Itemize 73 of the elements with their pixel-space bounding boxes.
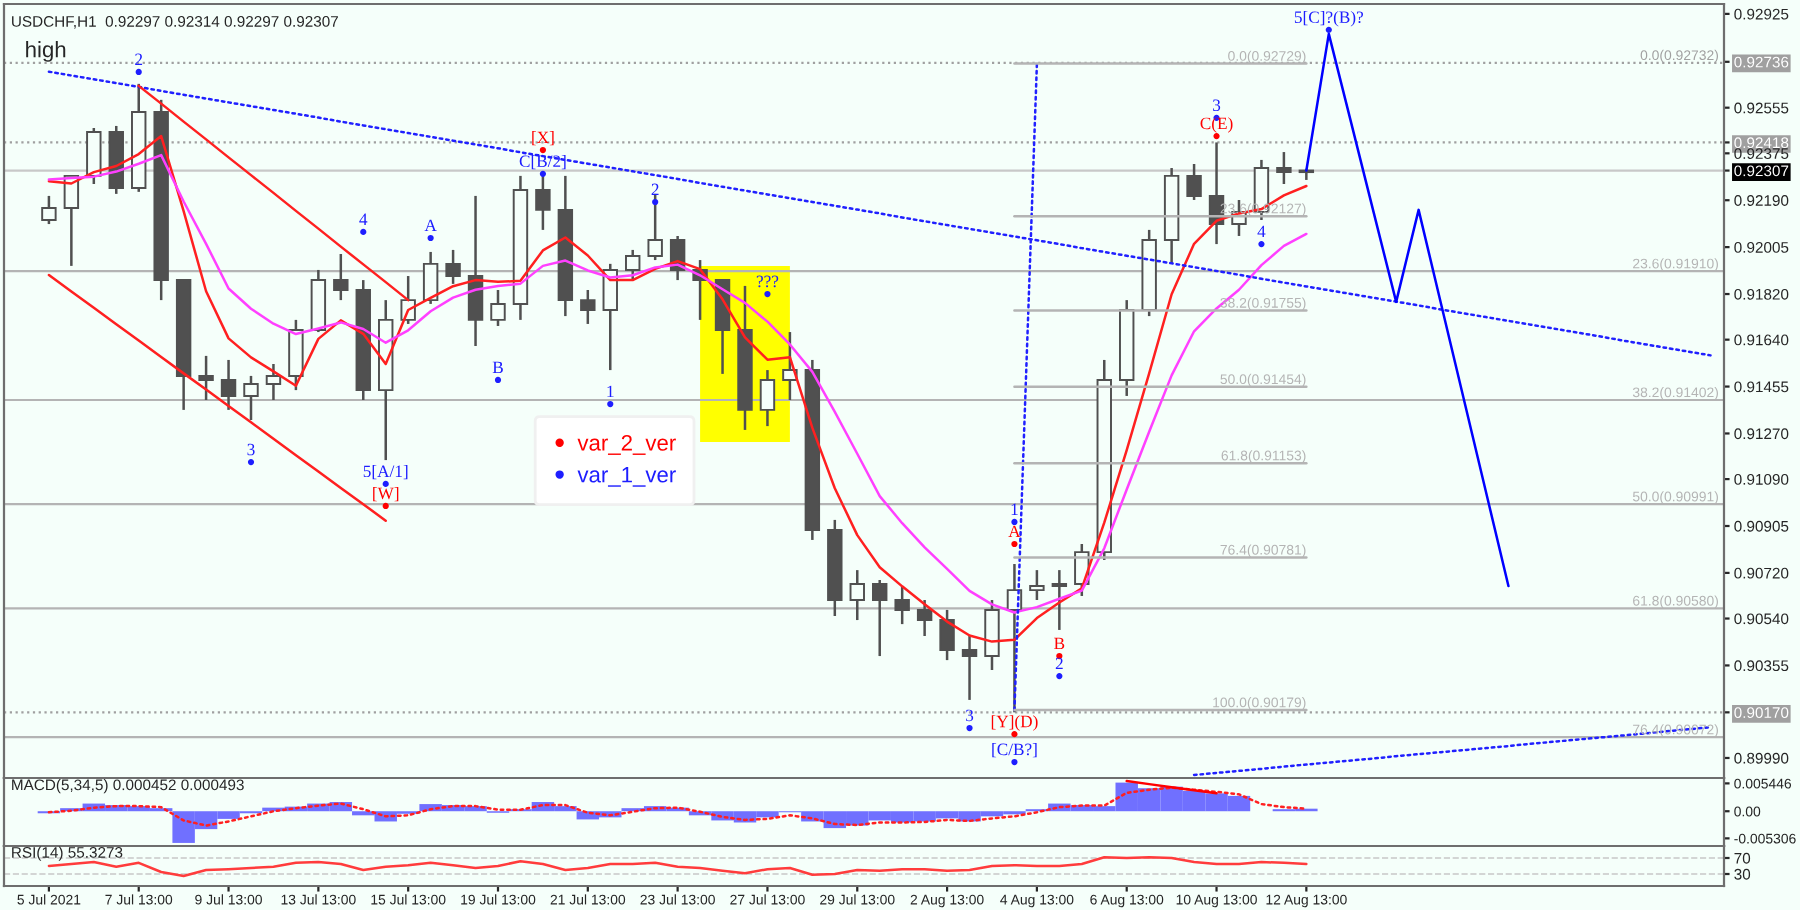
- candlestick: [535, 174, 551, 232]
- point: [427, 234, 434, 242]
- annotation: high: [26, 41, 66, 62]
- point: [539, 146, 547, 154]
- series-label: 5[C]?(B)?: [1294, 10, 1363, 27]
- candlestick: [445, 248, 461, 286]
- point: [539, 170, 547, 177]
- text: 1: [1011, 503, 1018, 515]
- candlestick: [86, 126, 102, 186]
- candlestick: [849, 568, 865, 622]
- candlestick: [759, 368, 776, 428]
- candlestick: [333, 252, 349, 302]
- point: [1011, 731, 1018, 738]
- text: 2: [135, 53, 143, 65]
- candlestick: [872, 578, 888, 658]
- candlestick: [1029, 568, 1045, 602]
- point: [360, 228, 367, 236]
- point: [1258, 240, 1265, 248]
- candlestick: [490, 288, 506, 328]
- text: 3: [247, 443, 255, 456]
- series-label: 4: [1257, 225, 1266, 238]
- candlestick: [198, 354, 214, 402]
- candlestick: [288, 318, 304, 392]
- legend-label: var_1_ver: [577, 467, 676, 487]
- candlestick: [41, 194, 57, 226]
- candlestick: [939, 608, 955, 662]
- point: [1325, 26, 1332, 33]
- point: [607, 400, 614, 408]
- data-label: A: [424, 219, 437, 231]
- candlestick: [265, 362, 282, 402]
- point: [1056, 672, 1063, 680]
- point: [1011, 758, 1018, 766]
- data-label: [C/B?]: [992, 743, 1037, 758]
- candlestick: [916, 598, 933, 638]
- series-label: 1: [607, 385, 614, 398]
- series-label: 2: [651, 183, 659, 195]
- data-label: [W]: [373, 487, 399, 502]
- text: 2: [1055, 657, 1063, 670]
- candlestick: [1186, 162, 1202, 202]
- point: [382, 502, 389, 510]
- candlestick: [1051, 568, 1068, 632]
- point: [247, 459, 255, 466]
- data-label: ???: [756, 275, 779, 288]
- candlestick: [580, 288, 596, 326]
- text: 4: [359, 213, 368, 225]
- series-label: C[B/2]: [519, 154, 566, 170]
- legend-label: var_2_ver: [577, 434, 676, 455]
- candlestick: [647, 192, 663, 262]
- data-label: [X]: [532, 131, 554, 146]
- series-label: 3: [1213, 99, 1221, 111]
- series-label: 5[A/1]: [363, 464, 408, 480]
- data-label: B: [1054, 637, 1065, 650]
- candlestick: [220, 358, 237, 412]
- candlestick: [894, 584, 910, 626]
- candlestick: [243, 374, 259, 422]
- point: [966, 724, 973, 732]
- data-label: B: [492, 361, 503, 374]
- point: [764, 290, 771, 298]
- text: 3: [966, 709, 974, 722]
- point: [1011, 540, 1018, 548]
- data-label: [Y](D): [991, 715, 1038, 731]
- data-label: C(E): [1200, 117, 1233, 133]
- data-label: A: [1008, 525, 1021, 537]
- candlestick: [1276, 150, 1292, 186]
- candlestick: [961, 634, 978, 702]
- point: [135, 68, 142, 76]
- line-series: [1125, 779, 1218, 795]
- candlestick: [782, 330, 798, 402]
- point: [494, 376, 502, 384]
- candlestick: [422, 250, 439, 306]
- point: [652, 198, 659, 206]
- candlestick: [625, 248, 641, 282]
- candlestick: [984, 598, 1000, 672]
